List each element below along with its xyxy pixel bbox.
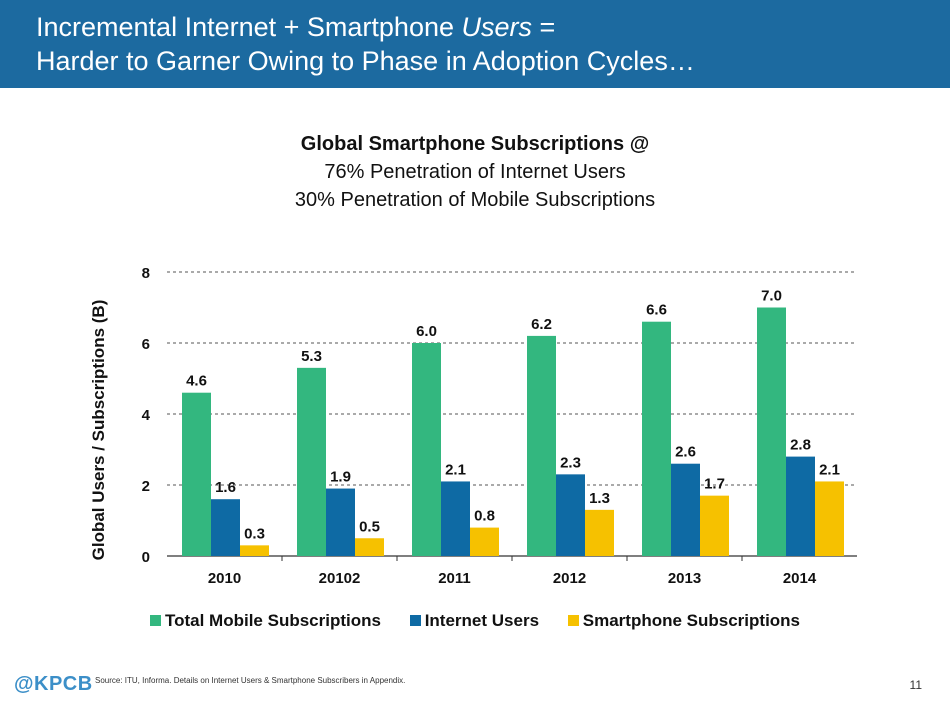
slide-title-prefix: Incremental Internet + Smartphone (36, 12, 462, 42)
data-label: 2.6 (675, 444, 696, 461)
slide-title-line-2: Harder to Garner Owing to Phase in Adopt… (36, 46, 695, 76)
bar-smartphone-subs (355, 538, 384, 556)
data-label: 5.3 (301, 348, 322, 365)
legend-label-total-mobile: Total Mobile Subscriptions (164, 611, 381, 630)
legend-swatch-smartphone-subs (567, 615, 579, 626)
chart-title: Global Smartphone Subscriptions @ (300, 133, 650, 155)
bar-total-mobile (182, 392, 211, 556)
chart-subtitle-2: 30% Penetration of Mobile Subscriptions (294, 189, 656, 211)
data-label: 2.8 (790, 437, 811, 454)
chart-subtitle-1: 76% Penetration of Internet Users (324, 161, 626, 183)
data-label: 1.7 (704, 476, 725, 493)
bar-total-mobile (757, 307, 786, 556)
y-tick-label: 4 (142, 407, 151, 424)
slide-header: Incremental Internet + Smartphone Users … (0, 0, 950, 88)
bar-total-mobile (412, 343, 441, 556)
x-tick-label: 2012 (553, 570, 586, 587)
data-label: 1.9 (330, 469, 351, 486)
bar-smartphone-subs (815, 481, 844, 556)
bar-total-mobile (527, 335, 556, 556)
chart-legend: Total Mobile Subscriptions Internet User… (0, 611, 950, 631)
x-tick-label: 2014 (783, 570, 817, 587)
bar-internet-users (556, 474, 585, 556)
bar-total-mobile (297, 367, 326, 556)
data-label: 1.3 (589, 490, 610, 507)
legend-swatch-total-mobile (149, 615, 161, 626)
y-axis-label: Global Users / Subscriptions (B) (89, 300, 108, 561)
data-label: 6.6 (646, 302, 667, 319)
x-tick-label: 2013 (668, 570, 701, 587)
x-tick-label: 2010 (208, 570, 241, 587)
bar-internet-users (671, 463, 700, 556)
data-label: 7.0 (761, 288, 782, 305)
legend-label-internet-users: Internet Users (424, 611, 540, 630)
legend-item-total-mobile: Total Mobile Subscriptions (149, 611, 381, 631)
bar-smartphone-subs (700, 495, 729, 556)
data-label: 4.6 (186, 373, 207, 390)
legend-swatch-internet-users (409, 615, 421, 626)
slide-title-italic: Users (461, 12, 533, 42)
bar-internet-users (786, 456, 815, 556)
data-label: 0.8 (474, 508, 495, 525)
data-label: 6.0 (416, 323, 437, 340)
x-tick-label: 2011 (438, 570, 471, 587)
data-label: 1.6 (215, 479, 236, 496)
y-tick-label: 8 (142, 265, 150, 282)
bar-smartphone-subs (470, 527, 499, 556)
data-label: 0.5 (359, 518, 380, 535)
data-label: 0.3 (244, 525, 265, 542)
y-tick-label: 6 (142, 336, 150, 353)
legend-item-internet-users: Internet Users (409, 611, 540, 631)
bar-total-mobile (642, 321, 671, 556)
bar-smartphone-subs (240, 545, 269, 556)
page-number: 11 (909, 678, 922, 692)
data-label: 6.2 (531, 316, 552, 333)
source-note: Source: ITU, Informa. Details on Interne… (95, 676, 406, 685)
chart-title-block: Global Smartphone Subscriptions @ 76% Pe… (0, 130, 950, 214)
data-label: 2.1 (445, 461, 466, 478)
legend-item-smartphone-subs: Smartphone Subscriptions (567, 611, 801, 631)
kpcb-logo: @KPCB (14, 673, 93, 695)
bar-internet-users (211, 499, 240, 556)
slide-title-line-1: Incremental Internet + Smartphone Users … (36, 11, 555, 43)
bar-internet-users (326, 488, 355, 556)
data-label: 2.3 (560, 454, 581, 471)
x-tick-label: 20102 (319, 570, 361, 587)
bar-internet-users (441, 481, 470, 556)
legend-label-smartphone-subs: Smartphone Subscriptions (582, 611, 801, 630)
y-tick-label: 0 (142, 549, 150, 566)
bar-smartphone-subs (585, 509, 614, 556)
data-label: 2.1 (819, 461, 840, 478)
slide-title-suffix: = (532, 12, 556, 42)
y-tick-label: 2 (142, 478, 150, 495)
